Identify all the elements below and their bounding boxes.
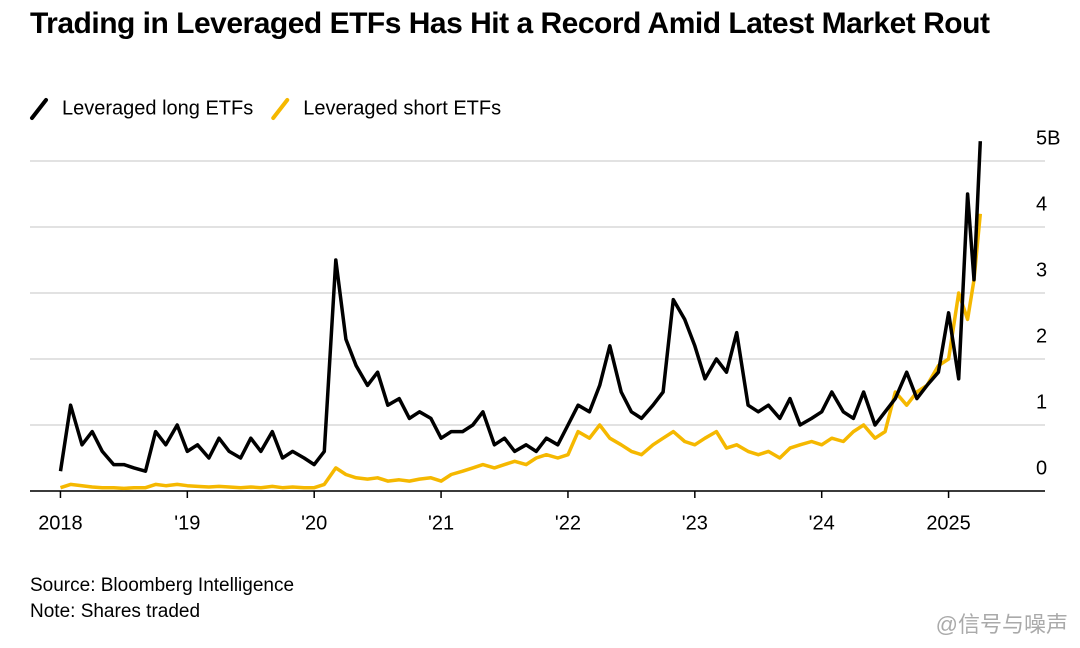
y-tick-label: 4 [1036,193,1047,215]
x-tick-label: '24 [809,512,835,534]
chart-title: Trading in Leveraged ETFs Has Hit a Reco… [30,7,990,40]
x-tick-label: '20 [301,512,327,534]
source: Source: Bloomberg Intelligence [30,575,294,596]
legend-label: Leveraged short ETFs [303,97,501,119]
y-tick-label: 3 [1036,259,1047,281]
x-tick-label: 2018 [38,512,83,534]
legend-swatch [30,98,48,120]
x-tick-label: '21 [428,512,454,534]
y-tick-label: 0 [1036,457,1047,479]
y-tick-label: 2 [1036,325,1047,347]
y-tick-label: 5B [1036,127,1060,149]
series-line [59,213,983,491]
legend-label: Leveraged long ETFs [62,97,253,119]
x-tick-label: '23 [682,512,708,534]
legend-swatch [271,98,290,120]
x-tick-label: '22 [555,512,581,534]
watermark: @信号与噪声 [936,612,1068,637]
x-tick-label: 2025 [926,512,971,534]
series-line [58,141,983,473]
x-tick-label: '19 [174,512,200,534]
note: Note: Shares traded [30,601,200,622]
y-tick-label: 1 [1036,391,1047,413]
